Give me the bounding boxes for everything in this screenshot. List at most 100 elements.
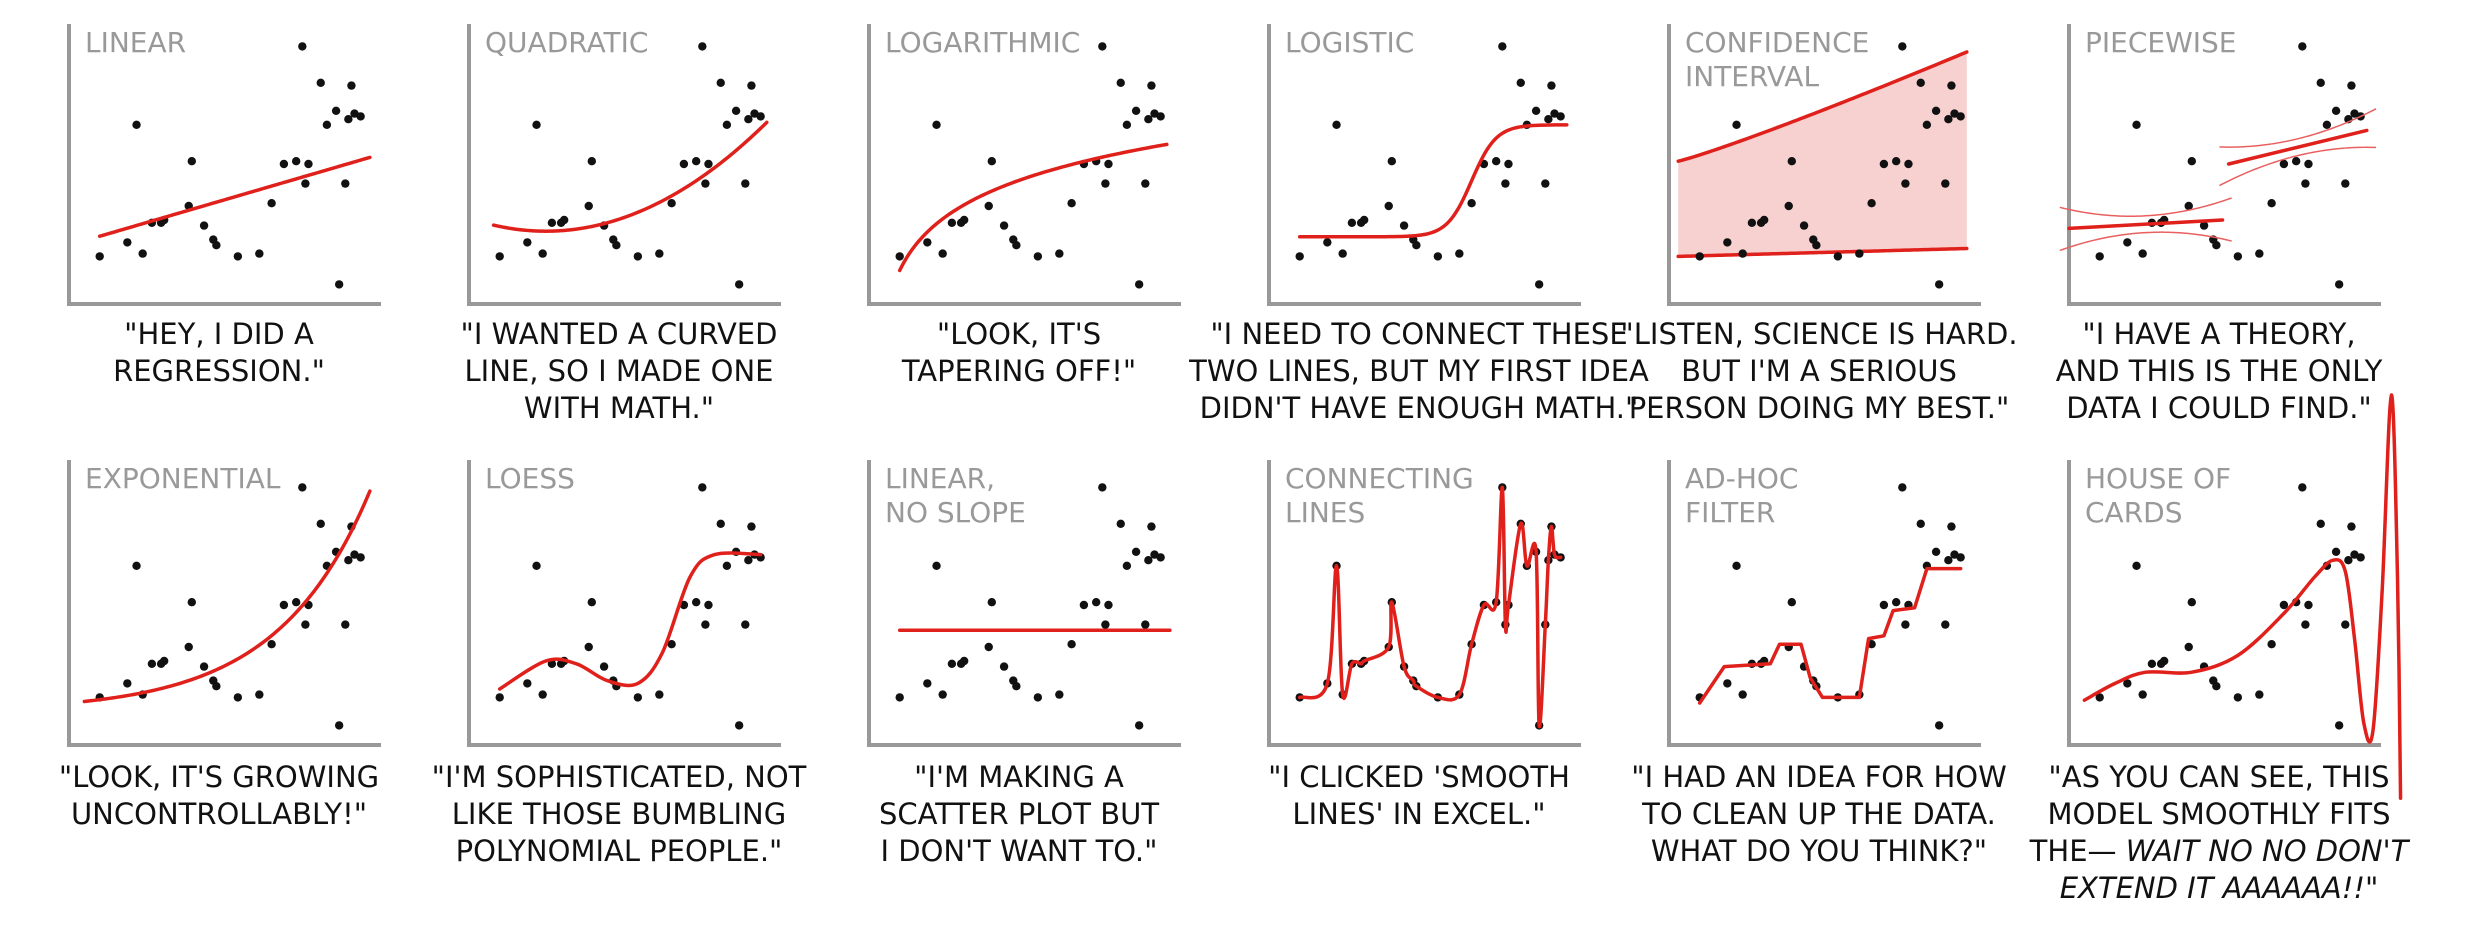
data-point bbox=[2095, 252, 2104, 261]
data-point bbox=[584, 642, 593, 652]
axes bbox=[67, 460, 381, 747]
data-point bbox=[1901, 179, 1910, 188]
axes bbox=[1667, 24, 1981, 306]
data-point bbox=[1947, 81, 1956, 90]
data-point bbox=[1433, 252, 1443, 261]
axes bbox=[1267, 24, 1581, 306]
data-point bbox=[747, 81, 756, 90]
data-point bbox=[1116, 519, 1125, 528]
data-point bbox=[587, 157, 596, 166]
data-point bbox=[2095, 693, 2104, 702]
caption-line: LIKE THOSE BUMBLING bbox=[452, 797, 786, 831]
data-point bbox=[1534, 280, 1544, 289]
data-point bbox=[722, 561, 732, 570]
caption-line: TAPERING OFF!" bbox=[901, 354, 1136, 388]
fit-curve bbox=[97, 155, 372, 238]
panel-title: LOESS bbox=[485, 462, 575, 495]
caption-text: POLYNOMIAL PEOPLE." bbox=[456, 834, 783, 868]
caption-text: "LISTEN, SCIENCE IS HARD. bbox=[1620, 317, 2017, 351]
error-curve bbox=[2059, 197, 2232, 217]
caption-text: "LOOK, IT'S bbox=[937, 317, 1101, 351]
data-point bbox=[2187, 598, 2196, 607]
caption-text: "I NEED TO CONNECT THESE bbox=[1210, 317, 1627, 351]
data-point bbox=[2279, 159, 2289, 169]
error-curve bbox=[2059, 231, 2232, 252]
data-point bbox=[947, 218, 957, 227]
data-point bbox=[532, 120, 541, 129]
caption-text: AND THIS IS THE ONLY bbox=[2056, 354, 2383, 388]
caption-text: "LOOK, IT'S GROWING bbox=[59, 760, 379, 794]
data-point bbox=[2138, 249, 2147, 258]
data-point bbox=[2304, 159, 2313, 169]
data-point bbox=[698, 483, 707, 492]
data-point bbox=[947, 659, 957, 668]
data-point bbox=[1147, 81, 1156, 90]
fit-curve bbox=[1297, 123, 1569, 239]
caption-line: TWO LINES, BUT MY FIRST IDEA bbox=[1188, 354, 1649, 388]
axes bbox=[1667, 460, 1981, 747]
data-point bbox=[147, 659, 157, 668]
data-point bbox=[2301, 620, 2310, 629]
caption-text: "I HAD AN IDEA FOR HOW bbox=[1631, 760, 2007, 794]
data-point bbox=[2233, 693, 2243, 702]
data-point bbox=[1944, 556, 1953, 565]
data-point bbox=[1934, 721, 1944, 730]
data-point bbox=[1787, 598, 1797, 607]
data-point bbox=[1498, 42, 1507, 51]
data-point bbox=[138, 249, 147, 258]
data-point bbox=[2304, 600, 2313, 610]
data-point bbox=[2132, 120, 2141, 129]
panel-title: LINEAR bbox=[85, 26, 186, 59]
caption-text: LIKE THOSE BUMBLING bbox=[452, 797, 786, 831]
data-point bbox=[1338, 249, 1347, 258]
data-point bbox=[612, 241, 621, 250]
data-point bbox=[959, 656, 969, 666]
data-point bbox=[599, 662, 609, 671]
data-point bbox=[2184, 642, 2193, 652]
data-point bbox=[984, 642, 993, 652]
data-point bbox=[187, 598, 196, 607]
data-point bbox=[1916, 78, 1925, 88]
data-point bbox=[923, 679, 932, 688]
data-point bbox=[2255, 690, 2264, 699]
data-point bbox=[1941, 179, 1950, 188]
panel-title: HOUSE OF bbox=[2085, 462, 2231, 495]
data-point bbox=[698, 42, 707, 51]
data-point bbox=[495, 252, 504, 261]
panel-title: LOGARITHMIC bbox=[885, 26, 1080, 59]
data-point bbox=[704, 159, 713, 169]
caption-line: DIDN'T HAVE ENOUGH MATH." bbox=[1200, 391, 1639, 425]
caption-line: PERSON DOING MY BEST." bbox=[1629, 391, 2010, 425]
caption-text: REGRESSION." bbox=[113, 354, 325, 388]
error-curve bbox=[2219, 108, 2377, 148]
data-point bbox=[298, 42, 307, 51]
data-point bbox=[704, 600, 713, 610]
data-point bbox=[1732, 120, 1741, 129]
data-point bbox=[2132, 561, 2141, 570]
data-point bbox=[1956, 553, 1965, 562]
data-point bbox=[1947, 522, 1956, 531]
caption-line: "I CLICKED 'SMOOTH bbox=[1268, 760, 1570, 794]
data-point bbox=[1547, 81, 1556, 90]
data-point bbox=[1387, 157, 1397, 166]
data-point bbox=[691, 157, 701, 166]
data-point bbox=[2331, 547, 2341, 556]
data-point bbox=[523, 679, 532, 688]
data-point bbox=[987, 157, 996, 166]
data-point bbox=[1098, 483, 1107, 492]
caption-text: "I HAVE A THEORY, bbox=[2082, 317, 2355, 351]
data-point bbox=[741, 620, 750, 629]
data-point bbox=[932, 561, 941, 570]
data-point bbox=[2267, 640, 2276, 649]
data-point bbox=[2159, 656, 2169, 666]
data-point bbox=[199, 221, 209, 230]
axes bbox=[867, 24, 1181, 306]
data-point bbox=[341, 620, 350, 629]
data-point bbox=[279, 600, 289, 610]
data-point bbox=[587, 598, 596, 607]
caption-text: "I'M MAKING A bbox=[914, 760, 1124, 794]
data-point bbox=[1033, 693, 1043, 702]
